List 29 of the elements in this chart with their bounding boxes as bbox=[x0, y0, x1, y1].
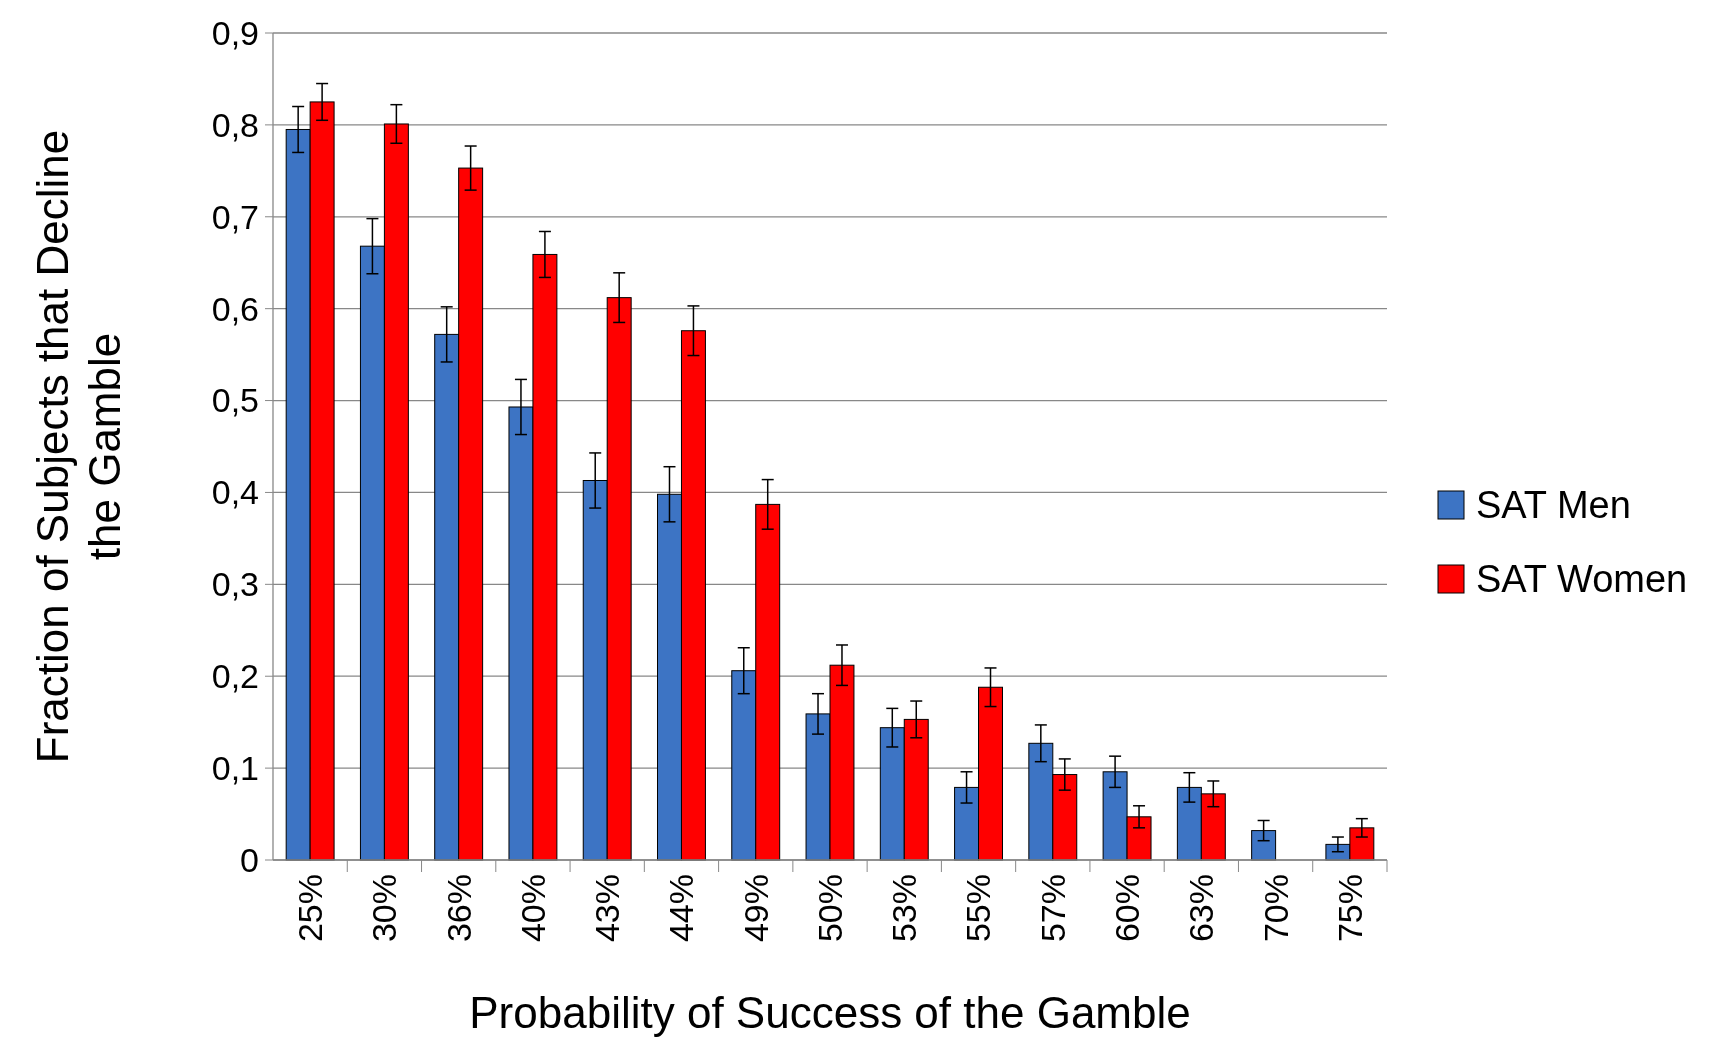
x-tick-label: 60% bbox=[1107, 874, 1146, 943]
x-tick-label: 43% bbox=[588, 874, 627, 943]
x-tick-label: 40% bbox=[513, 874, 552, 943]
legend-label: SAT Women bbox=[1476, 558, 1688, 601]
y-axis-title: Fraction of Subjects that Decline the Gamble bbox=[28, 129, 129, 764]
y-tick-label: 0,4 bbox=[211, 473, 259, 512]
y-tick-label: 0,8 bbox=[211, 105, 259, 144]
x-tick-label: 49% bbox=[736, 874, 775, 943]
x-tick-label: 55% bbox=[959, 874, 998, 943]
y-tick-label: 0,7 bbox=[211, 197, 259, 236]
y-tick-label: 0,2 bbox=[211, 657, 259, 696]
x-tick-label: 70% bbox=[1256, 874, 1295, 943]
y-tick-label: 0,1 bbox=[211, 749, 259, 788]
x-tick-label: 57% bbox=[1033, 874, 1072, 943]
y-tick-label: 0,9 bbox=[211, 13, 259, 52]
y-tick-label: 0,3 bbox=[211, 565, 259, 604]
legend-label: SAT Men bbox=[1476, 484, 1631, 527]
y-tick-label: 0,5 bbox=[211, 381, 259, 420]
x-axis-title: Probability of Success of the Gamble bbox=[469, 988, 1191, 1037]
x-tick-label: 50% bbox=[810, 874, 849, 943]
x-tick-label: 36% bbox=[439, 874, 478, 943]
x-tick-label: 44% bbox=[662, 874, 701, 943]
y-tick-label: 0 bbox=[240, 840, 259, 879]
x-tick-label: 30% bbox=[365, 874, 404, 943]
x-tick-label: 63% bbox=[1182, 874, 1221, 943]
y-tick-label: 0,6 bbox=[211, 289, 259, 328]
x-tick-label: 75% bbox=[1330, 874, 1369, 943]
x-tick-label: 25% bbox=[291, 874, 330, 943]
x-tick-label: 53% bbox=[885, 874, 924, 943]
